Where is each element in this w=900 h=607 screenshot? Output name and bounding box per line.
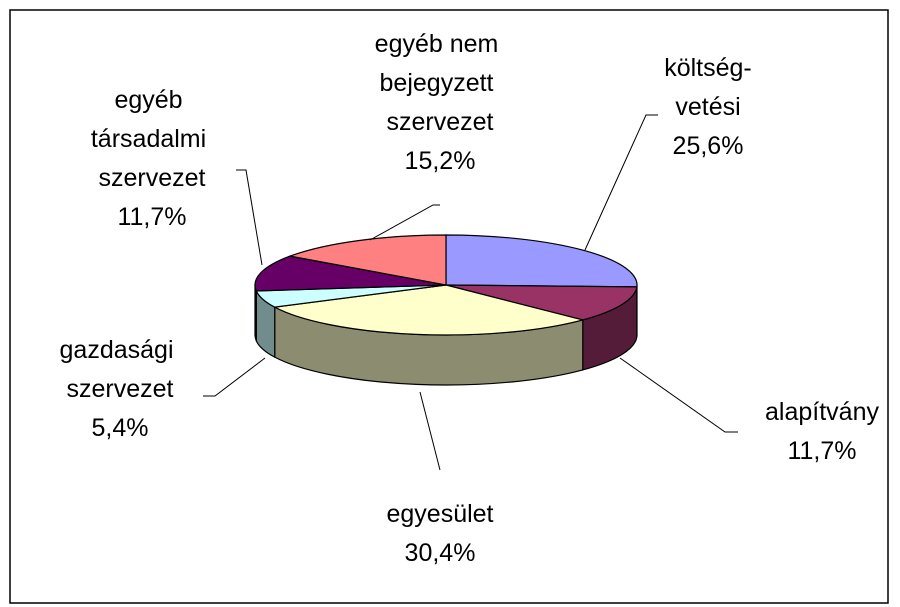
slice-side	[254, 284, 257, 342]
slice	[287, 234, 447, 286]
leader-line	[203, 357, 266, 397]
slice-value-label: 11,7%	[787, 437, 856, 465]
slice-value-label: 25,6%	[673, 132, 744, 160]
slice-value-label: 15,2%	[405, 147, 476, 175]
leader-line	[584, 114, 658, 251]
leader-line	[369, 204, 440, 241]
slice-value-label: 11,7%	[117, 203, 186, 231]
slice-label: egyesület	[386, 500, 493, 528]
leader-line	[619, 357, 738, 433]
slice-label: költség-vetési	[664, 54, 752, 121]
slice-label: egyéb nem bejegyzett szervezet	[375, 30, 506, 136]
slice-value-label: 30,4%	[405, 539, 476, 567]
slice-label: alapítvány	[765, 398, 879, 426]
slice	[254, 255, 447, 292]
slice	[445, 234, 638, 288]
slice-label: egyéb társadalmi szervezet	[91, 86, 213, 192]
leader-line	[419, 391, 441, 471]
leader-line	[236, 169, 263, 266]
slice-value-label: 5,4%	[92, 414, 149, 442]
slice-label: gazdasági szervezet	[60, 336, 181, 403]
slice	[445, 284, 638, 321]
